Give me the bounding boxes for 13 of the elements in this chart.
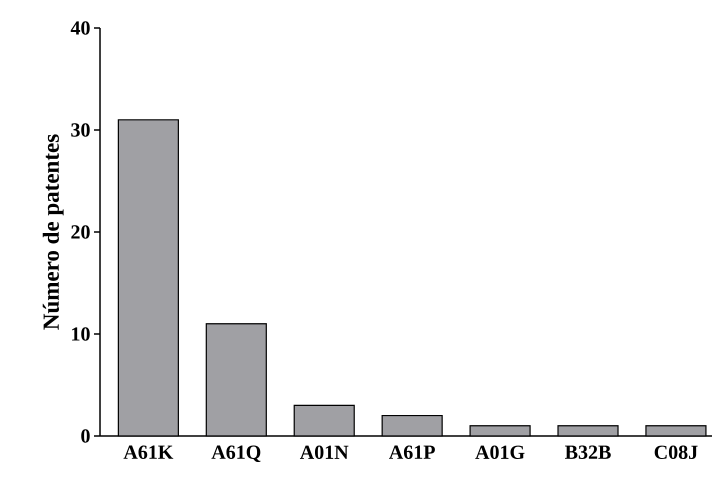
y-tick-label: 0 [81, 429, 90, 443]
y-tick-label: 30 [71, 123, 90, 137]
y-tick-label: 10 [72, 327, 90, 341]
x-tick-label: A01N [300, 446, 348, 460]
x-tick-label: C08J [654, 446, 698, 460]
x-tick-label: A61Q [211, 446, 260, 462]
x-tick-label: A61K [124, 446, 174, 459]
y-tick-label: 40 [70, 21, 90, 35]
x-tick-label: A61P [389, 446, 435, 459]
x-tick-label: B32B [565, 446, 611, 459]
y-axis-title: Número de patentes [42, 134, 64, 330]
y-tick-label: 20 [71, 225, 90, 239]
x-tick-label: A01G [475, 446, 525, 460]
